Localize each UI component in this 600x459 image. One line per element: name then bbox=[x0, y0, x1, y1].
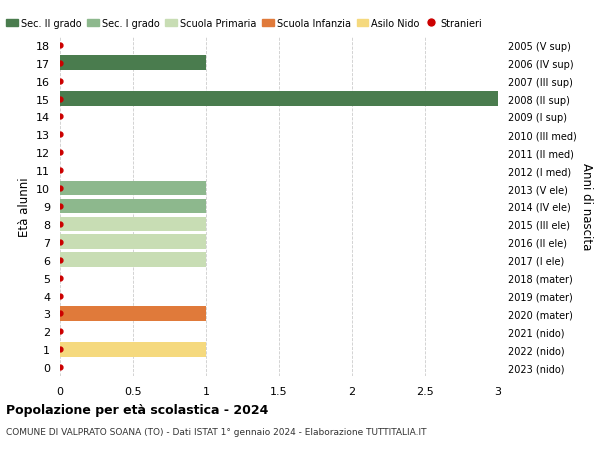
Bar bbox=[60, 56, 206, 71]
Text: Popolazione per età scolastica - 2024: Popolazione per età scolastica - 2024 bbox=[6, 403, 268, 416]
Bar bbox=[60, 181, 206, 196]
Text: COMUNE DI VALPRATO SOANA (TO) - Dati ISTAT 1° gennaio 2024 - Elaborazione TUTTIT: COMUNE DI VALPRATO SOANA (TO) - Dati IST… bbox=[6, 427, 427, 436]
Legend: Sec. II grado, Sec. I grado, Scuola Primaria, Scuola Infanzia, Asilo Nido, Stran: Sec. II grado, Sec. I grado, Scuola Prim… bbox=[6, 18, 482, 28]
Bar bbox=[60, 199, 206, 214]
Bar bbox=[60, 307, 206, 321]
Bar bbox=[60, 253, 206, 268]
Bar bbox=[60, 92, 498, 106]
Bar bbox=[60, 217, 206, 232]
Y-axis label: Età alunni: Età alunni bbox=[17, 177, 31, 236]
Bar bbox=[60, 235, 206, 250]
Bar bbox=[60, 342, 206, 357]
Y-axis label: Anni di nascita: Anni di nascita bbox=[580, 163, 593, 250]
